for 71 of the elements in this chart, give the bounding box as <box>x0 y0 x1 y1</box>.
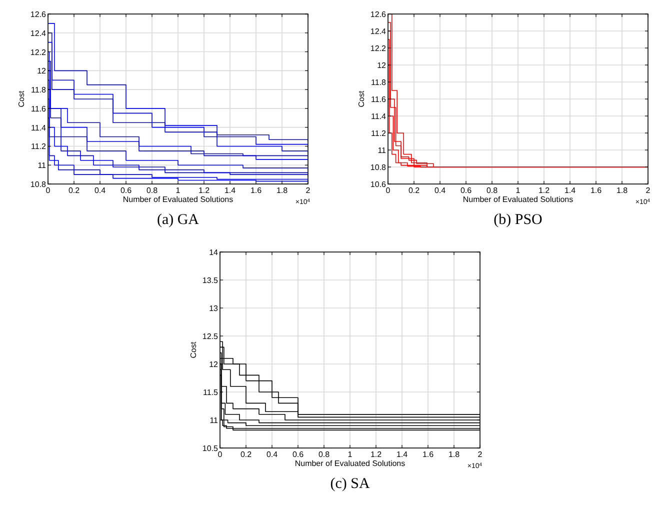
x-tick-label: 0.8 <box>486 186 498 195</box>
y-axis-title: Cost <box>357 90 366 108</box>
x-tick-label: 0.2 <box>408 186 420 195</box>
y-tick-label: 11.2 <box>31 142 47 152</box>
x-tick-label: 0.8 <box>146 186 158 195</box>
x-tick-label: 0.4 <box>94 186 106 195</box>
x-tick-label: 1.8 <box>276 186 288 195</box>
y-tick-label: 12.2 <box>370 44 387 53</box>
y-tick-label: 12.4 <box>370 27 387 36</box>
y-tick-label: 11.2 <box>371 129 387 138</box>
x-tick-label: 1 <box>516 186 521 195</box>
y-tick-label: 12.2 <box>30 48 47 57</box>
x-tick-label: 0.2 <box>240 450 252 459</box>
x-tick-label: 1.6 <box>590 186 602 195</box>
y-axis-title: Cost <box>189 341 198 358</box>
x-tick-label: 0.8 <box>318 450 330 459</box>
y-tick-label: 11.6 <box>371 95 387 104</box>
x-tick-label: 1.6 <box>250 186 262 195</box>
x-tick-label: 1.6 <box>422 450 434 459</box>
y-tick-label: 11.8 <box>371 78 387 87</box>
y-tick-label: 11 <box>378 146 387 155</box>
y-tick-label: 12.4 <box>30 28 47 38</box>
x-tick-label: 1.4 <box>224 186 236 195</box>
x-tick-label: 2 <box>306 186 311 195</box>
x-tick-label: 1.2 <box>198 186 210 195</box>
x-tick-label: 0.6 <box>460 186 472 195</box>
y-tick-label: 12 <box>377 61 387 70</box>
x-tick-label: 2 <box>478 450 483 459</box>
y-tick-label: 12.5 <box>202 332 219 341</box>
x-tick-label: 2 <box>646 186 651 195</box>
x-tick-label: 1.2 <box>370 450 382 459</box>
y-tick-label: 12.6 <box>30 10 47 19</box>
x-tick-label: 1.8 <box>448 450 460 459</box>
x-tick-label: 0.2 <box>68 186 80 195</box>
x-tick-label: 0 <box>218 450 223 459</box>
x-tick-label: 0.4 <box>266 450 278 459</box>
y-tick-label: 12 <box>209 360 219 369</box>
x-tick-label: 1 <box>176 186 181 195</box>
x-tick-label: 1.4 <box>564 186 576 195</box>
y-tick-label: 11.4 <box>31 123 47 132</box>
y-tick-label: 10.5 <box>202 444 219 453</box>
x-tick-label: 0.6 <box>120 186 132 195</box>
y-tick-label: 13.5 <box>202 276 219 285</box>
y-tick-label: 10.6 <box>370 180 387 189</box>
y-tick-label: 12 <box>37 66 47 76</box>
text: (c) SA <box>330 476 370 492</box>
x-tick-label: 0.4 <box>434 186 446 195</box>
y-tick-label: 11.4 <box>371 112 387 121</box>
x-axis-title: Number of Evaluated Solutions <box>294 459 406 468</box>
x-tick-label: 1 <box>348 450 353 459</box>
y-tick-label: 11.5 <box>203 388 219 397</box>
x-tick-label: 0 <box>46 186 51 195</box>
y-tick-label: 11.6 <box>31 104 47 114</box>
x-tick-label: 1.4 <box>396 450 408 459</box>
x-tick-label: 1.2 <box>538 186 550 195</box>
y-tick-label: 11 <box>210 416 219 425</box>
x-tick-label: 1.8 <box>616 186 628 195</box>
x-axis-title: Number of Evaluated Solutions <box>122 195 234 204</box>
y-tick-label: 14 <box>209 248 219 257</box>
y-tick-label: 11 <box>38 161 47 170</box>
y-tick-label: 10.8 <box>370 163 387 172</box>
x-tick-label: 0.6 <box>292 450 304 459</box>
x-axis-title: Number of Evaluated Solutions <box>462 195 574 204</box>
y-tick-label: 13 <box>209 304 219 313</box>
y-tick-label: 11.8 <box>31 86 47 95</box>
y-tick-label: 10.8 <box>30 180 47 189</box>
x-tick-label: 0 <box>386 186 391 195</box>
y-axis-title: Cost <box>17 90 26 108</box>
text: (a) GA <box>156 212 200 228</box>
text: (b) PSO <box>494 212 543 228</box>
y-tick-label: 12.6 <box>370 10 387 19</box>
